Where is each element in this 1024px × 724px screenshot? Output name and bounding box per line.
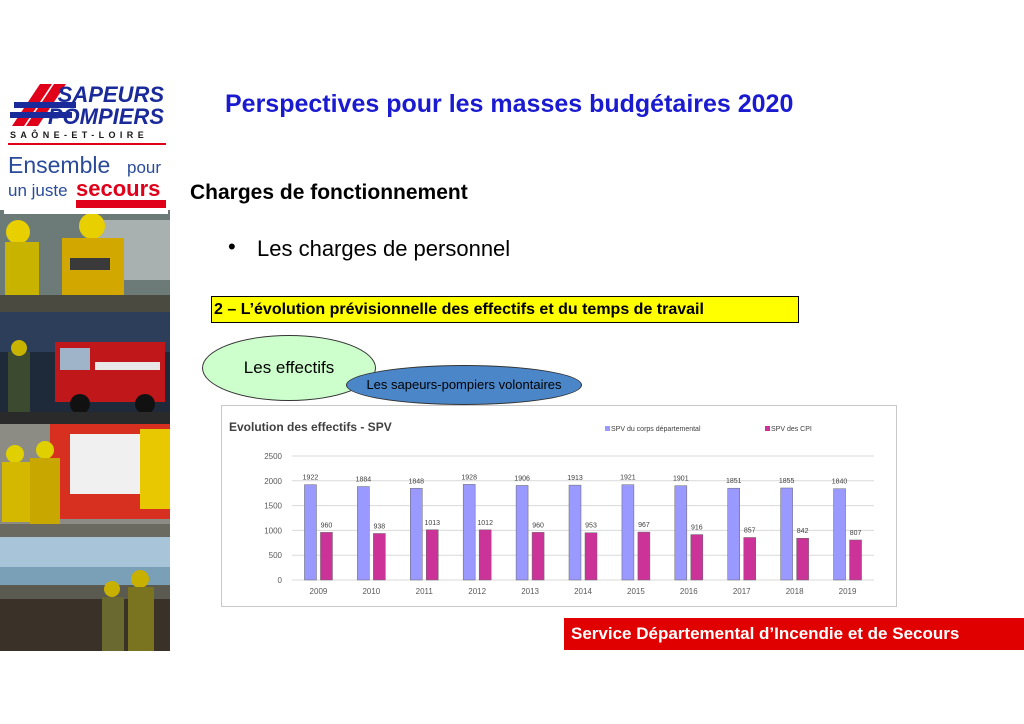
bar-series-1 (410, 488, 423, 581)
ellipse-spv-label: Les sapeurs-pompiers volontaires (366, 377, 562, 392)
logo-department: SAÔNE-ET-LOIRE (10, 129, 148, 140)
y-tick-label: 500 (269, 551, 283, 560)
data-label: 1913 (567, 475, 583, 482)
sdis-logo-graphic: SAPEURS POMPIERS SAÔNE-ET-LOIRE Ensemble… (8, 82, 166, 208)
x-tick-label: 2015 (627, 587, 645, 596)
logo-tagline-secours: secours (76, 176, 160, 201)
y-tick-label: 2000 (264, 477, 282, 486)
bar-series-1 (568, 484, 582, 581)
x-tick-label: 2011 (416, 587, 434, 596)
logo-tagline-pour: pour (127, 158, 161, 177)
bar-series-2 (690, 534, 704, 581)
fire-truck-photo (0, 312, 170, 424)
bar-series-2 (426, 529, 439, 581)
ellipse-effectifs: Les effectifs (202, 335, 376, 401)
bar-series-1 (727, 487, 740, 581)
data-label: 1013 (424, 520, 440, 527)
bar-series-2 (743, 537, 756, 581)
data-label: 960 (532, 522, 544, 529)
x-tick-label: 2014 (574, 587, 592, 596)
data-label: 938 (374, 523, 386, 530)
bar-series-2 (584, 532, 598, 581)
data-label: 1012 (477, 520, 493, 527)
firefighters-rescue-photo (0, 210, 170, 312)
wildfire-illustration (0, 537, 170, 651)
data-label: 967 (638, 522, 650, 529)
legend-swatch-series-2 (765, 426, 770, 431)
data-label: 857 (744, 527, 756, 534)
ellipse-spv: Les sapeurs-pompiers volontaires (346, 365, 582, 405)
bullet-text: Les charges de personnel (257, 236, 511, 261)
fire-truck-illustration (0, 312, 170, 424)
bar-series-2 (849, 539, 862, 581)
data-label: 953 (585, 523, 597, 530)
logo-sapeurs: SAPEURS (58, 82, 165, 107)
x-tick-label: 2012 (468, 587, 486, 596)
logo-pompiers: POMPIERS (48, 104, 164, 129)
y-tick-label: 1500 (264, 502, 282, 511)
x-tick-label: 2010 (362, 587, 380, 596)
legend-swatch-series-1 (605, 426, 610, 431)
y-tick-label: 1000 (264, 526, 282, 535)
x-tick-label: 2016 (680, 587, 698, 596)
data-label: 916 (691, 525, 703, 532)
x-tick-label: 2009 (310, 587, 328, 596)
data-label: 1840 (832, 479, 848, 486)
bar-series-1 (621, 484, 635, 581)
chart-title: Evolution des effectifs - SPV (229, 420, 392, 434)
bar-series-1 (515, 485, 529, 581)
data-label: 1921 (620, 475, 636, 482)
ambulance-illustration (0, 424, 170, 537)
bar-series-2 (478, 529, 492, 581)
legend-label-series-2: SPV des CPI (771, 426, 812, 433)
bar-series-2 (373, 533, 386, 581)
data-label: 1884 (356, 477, 372, 484)
footer-banner: Service Départemental d’Incendie et de S… (564, 618, 1024, 650)
sidebar-photo-strip (0, 78, 170, 651)
data-label: 807 (850, 530, 862, 537)
x-tick-label: 2018 (786, 587, 804, 596)
slide-title: Perspectives pour les masses budgétaires… (225, 90, 794, 118)
bar-series-1 (833, 488, 846, 581)
bar-series-1 (357, 486, 370, 581)
highlighted-subheading: 2 – L’évolution prévisionnelle des effec… (211, 296, 799, 323)
bar-series-2 (796, 537, 809, 581)
data-label: 842 (797, 528, 809, 535)
data-label: 1906 (514, 475, 530, 482)
data-label: 1901 (673, 476, 689, 483)
ambulance-photo (0, 424, 170, 537)
x-tick-label: 2019 (839, 587, 857, 596)
firefighters-rescue-illustration (0, 210, 170, 312)
data-label: 1928 (461, 474, 477, 481)
y-tick-label: 0 (278, 576, 283, 585)
section-heading: Charges de fonctionnement (190, 181, 468, 204)
chart-container: Evolution des effectifs - SPV SPV du cor… (221, 405, 897, 607)
bar-chart: Evolution des effectifs - SPV SPV du cor… (229, 420, 874, 596)
bar-series-2 (637, 531, 651, 581)
bullet-point-icon: • (228, 234, 236, 259)
x-tick-label: 2013 (521, 587, 539, 596)
bar-series-1 (304, 484, 317, 581)
bar-series-1 (674, 485, 688, 581)
bar-series-2 (531, 532, 545, 581)
bar-series-2 (320, 532, 333, 581)
x-tick-label: 2017 (733, 587, 751, 596)
y-tick-label: 2500 (264, 452, 282, 461)
wildfire-photo (0, 537, 170, 651)
logo-tagline-un-juste: un juste (8, 181, 68, 200)
data-label: 1855 (779, 478, 795, 485)
ellipse-effectifs-label: Les effectifs (243, 358, 335, 377)
legend-label-series-1: SPV du corps départemental (611, 426, 701, 433)
logo-tagline-ensemble: Ensemble (8, 152, 110, 178)
data-label: 1851 (726, 478, 742, 485)
data-label: 1922 (303, 475, 319, 482)
data-label: 1848 (408, 478, 424, 485)
data-label: 960 (321, 522, 333, 529)
bar-series-1 (462, 484, 476, 581)
bar-series-1 (780, 487, 793, 581)
sdis-logo: SAPEURS POMPIERS SAÔNE-ET-LOIRE Ensemble… (4, 80, 168, 214)
